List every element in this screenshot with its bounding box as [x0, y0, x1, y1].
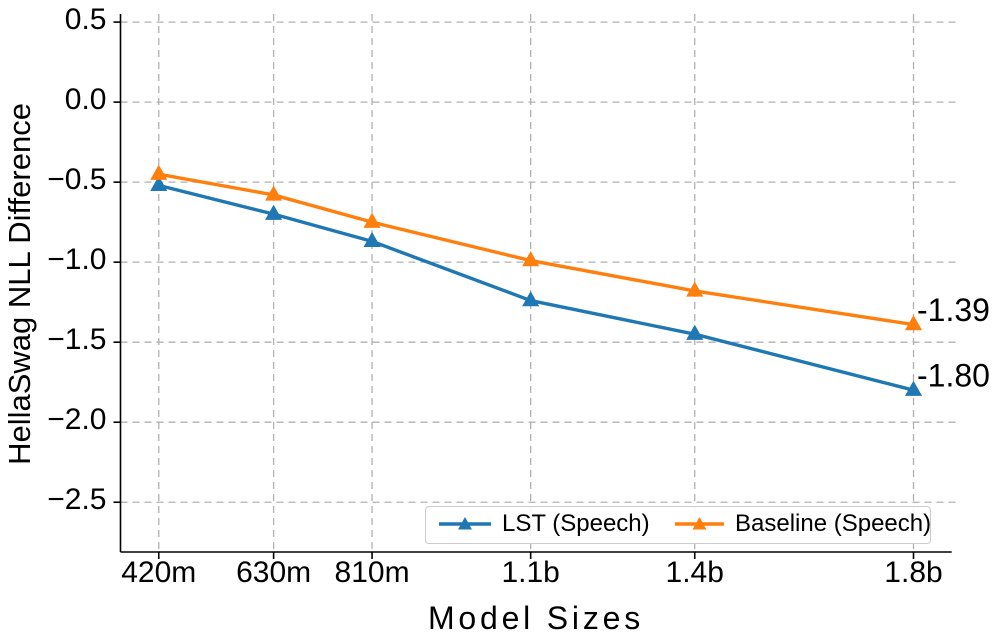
svg-text:630m: 630m [236, 556, 311, 589]
svg-text:1.1b: 1.1b [501, 556, 559, 589]
svg-text:420m: 420m [121, 556, 196, 589]
svg-text:-1.80: -1.80 [917, 358, 990, 394]
svg-text:1.4b: 1.4b [666, 556, 724, 589]
svg-text:0.5: 0.5 [65, 3, 107, 36]
svg-text:-1.39: -1.39 [917, 292, 990, 328]
svg-text:−0.5: −0.5 [47, 163, 106, 196]
svg-text:HellaSwag NLL Difference: HellaSwag NLL Difference [2, 103, 37, 465]
svg-text:−2.0: −2.0 [47, 403, 106, 436]
svg-text:−1.0: −1.0 [47, 243, 106, 276]
svg-text:1.8b: 1.8b [884, 556, 942, 589]
svg-text:−1.5: −1.5 [47, 323, 106, 356]
svg-text:Model Sizes: Model Sizes [428, 600, 644, 636]
svg-text:−2.5: −2.5 [47, 483, 106, 516]
svg-text:810m: 810m [335, 556, 410, 589]
svg-text:0.0: 0.0 [65, 83, 107, 116]
